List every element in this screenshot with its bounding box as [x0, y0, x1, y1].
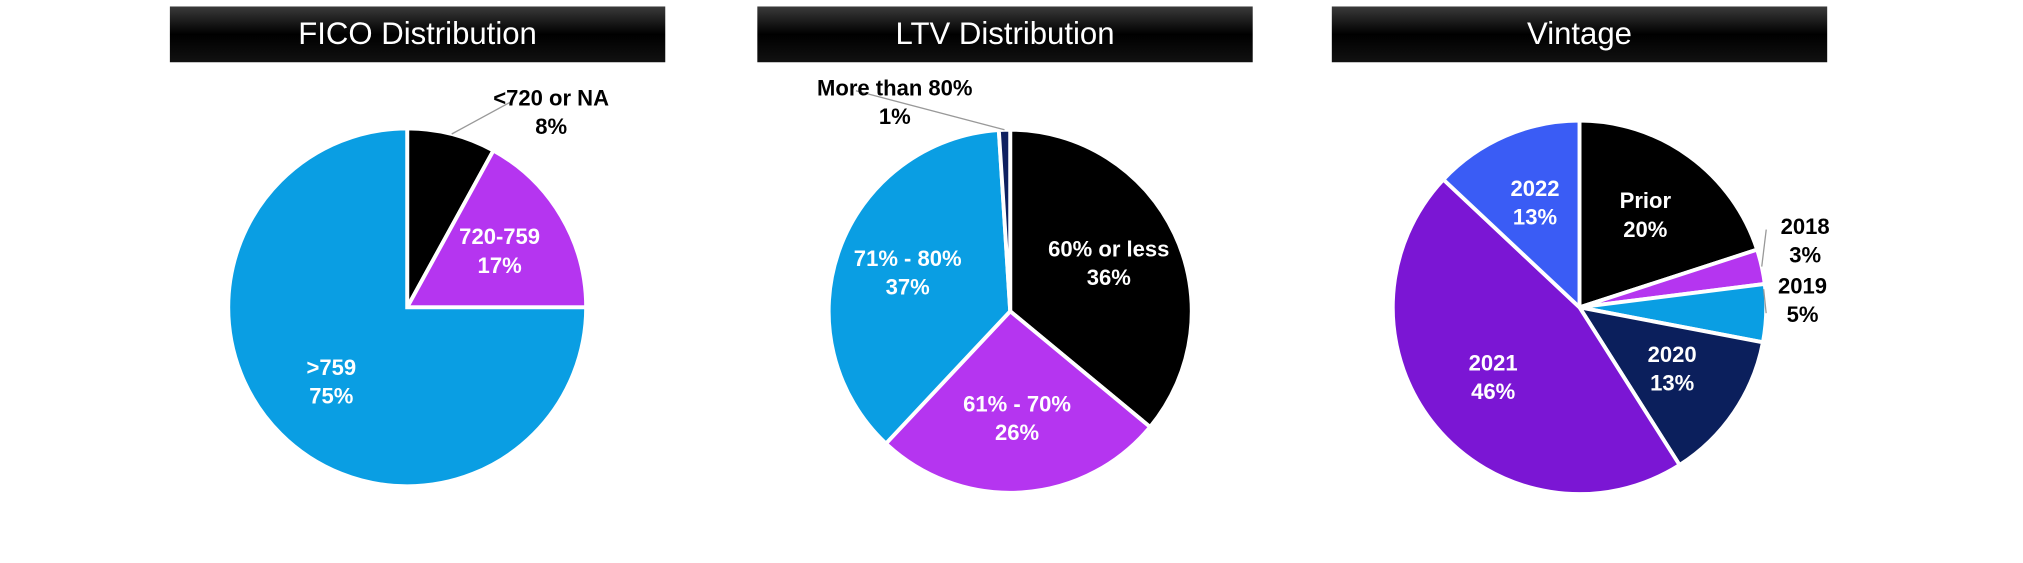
slice-value-label: 17% — [478, 253, 523, 278]
slice-value-label: 1% — [879, 104, 911, 129]
slice-value-label: 5% — [1787, 302, 1819, 327]
slice-label: 61% - 70% — [963, 392, 1071, 417]
slice-label: >759 — [306, 355, 356, 380]
charts: FICO Distribution <720 or NA 8% 720-759 17% >… — [169, 6, 1830, 496]
title-bar — [1331, 6, 1828, 63]
slice-value-label: 20% — [1623, 217, 1668, 242]
chart-title: LTV Distribution — [896, 16, 1115, 51]
pie-slice — [403, 147, 589, 310]
slice-value-label: 36% — [1087, 265, 1132, 290]
slice-label: 2021 — [1469, 350, 1518, 375]
slice-value-label: 13% — [1650, 370, 1695, 395]
leader-line — [1763, 289, 1767, 314]
slice-label: <720 or NA — [493, 86, 609, 111]
leader-line — [855, 90, 1005, 131]
slice-value-label: 26% — [995, 420, 1040, 445]
pie-slice — [1008, 127, 1194, 430]
slice-value-label: 13% — [1513, 205, 1558, 230]
chart-title: Vintage — [1527, 16, 1632, 51]
slice-label: 71% - 80% — [854, 246, 962, 271]
slice-label: 720-759 — [459, 224, 540, 249]
slice-label: 2020 — [1648, 342, 1697, 367]
slice-label: 60% or less — [1048, 236, 1169, 261]
slice-label: 2019 — [1778, 274, 1827, 299]
leader-line — [1761, 229, 1767, 267]
title-bar — [757, 6, 1253, 63]
slice-value-label: 8% — [535, 114, 567, 139]
pie-slice — [883, 308, 1153, 495]
chart-title: FICO Distribution — [298, 16, 537, 51]
slice-label: 2022 — [1510, 176, 1559, 201]
pie-slice — [1390, 176, 1683, 496]
slice-label: 2018 — [1781, 214, 1830, 239]
slice-value-label: 46% — [1471, 379, 1516, 404]
slice-value-label: 3% — [1789, 243, 1821, 268]
slice-label: More than 80% — [817, 75, 973, 100]
leader-line — [451, 100, 513, 135]
slice-value-label: 37% — [886, 274, 931, 299]
title-bar — [169, 6, 666, 63]
pie-slice — [226, 126, 589, 489]
pie-slice — [826, 127, 1013, 447]
slice-value-label: 75% — [309, 383, 354, 408]
pie-slice — [1577, 118, 1760, 311]
pie-slice — [1440, 118, 1582, 312]
slice-label: Prior — [1620, 188, 1672, 213]
pie-slice — [1575, 304, 1766, 468]
